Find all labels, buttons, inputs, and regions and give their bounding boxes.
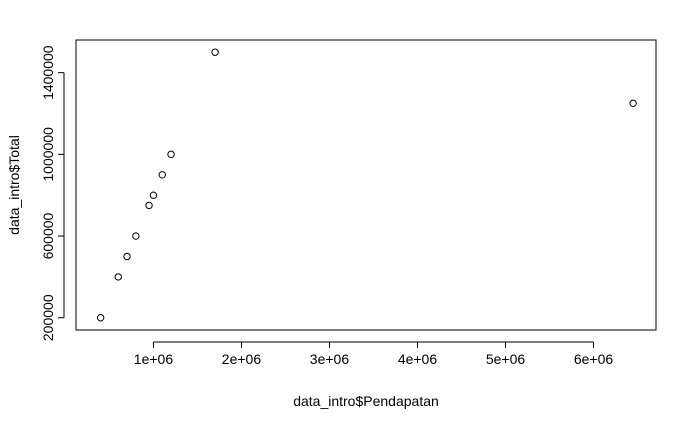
y-axis: 200000 600000 1000000 1400000 bbox=[40, 45, 65, 341]
data-point bbox=[149, 191, 158, 199]
data-point bbox=[114, 273, 122, 281]
y-tick-label: 1000000 bbox=[40, 127, 56, 182]
x-tick-label: 6e+06 bbox=[574, 351, 614, 367]
data-point bbox=[96, 314, 105, 322]
x-axis-title: data_intro$Pendapatan bbox=[293, 393, 439, 409]
x-tick-label: 3e+06 bbox=[310, 351, 350, 367]
data-point bbox=[123, 252, 131, 261]
x-tick-label: 1e+06 bbox=[134, 351, 174, 367]
data-point bbox=[158, 171, 166, 179]
data-point bbox=[132, 232, 140, 240]
data-point bbox=[145, 201, 153, 210]
data-point bbox=[211, 48, 219, 56]
x-axis: 1e+06 2e+06 3e+06 4e+06 5e+06 6e+06 bbox=[134, 341, 614, 367]
y-tick-label: 600000 bbox=[40, 212, 56, 259]
data-point bbox=[167, 150, 175, 159]
x-tick-label: 4e+06 bbox=[398, 351, 438, 367]
data-point bbox=[629, 99, 637, 108]
x-tick-label: 2e+06 bbox=[222, 351, 262, 367]
y-tick-label: 1400000 bbox=[40, 45, 56, 100]
y-tick-label: 200000 bbox=[40, 294, 56, 341]
x-tick-label: 5e+06 bbox=[486, 351, 526, 367]
plot-frame bbox=[75, 39, 657, 331]
data-points bbox=[96, 48, 637, 322]
y-axis-title: data_intro$Total bbox=[6, 135, 22, 235]
